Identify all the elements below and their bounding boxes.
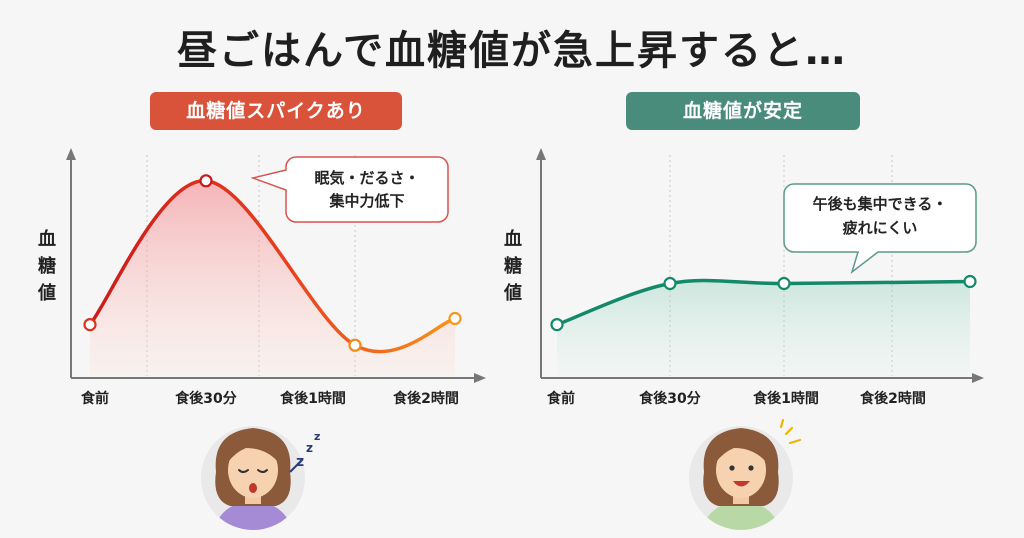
- stable-axes: [536, 148, 984, 383]
- spike-callout-line-2: 集中力低下: [328, 192, 404, 210]
- stable-series-line: [555, 278, 972, 327]
- spike-callout-line-1: 眠気・だるさ・: [314, 169, 419, 187]
- spike-chart-title: 血糖値スパイクあり: [150, 92, 402, 130]
- spike-x-tick-before-meal: 食前: [81, 391, 109, 407]
- stable-point-0: [550, 318, 564, 332]
- happy-woman-icon: [689, 426, 793, 530]
- spike-point-2: [348, 338, 362, 352]
- spike-callout: 眠気・だるさ・ 集中力低下: [250, 156, 449, 223]
- stable-point-1: [663, 276, 677, 291]
- zzz-icon: z z z: [289, 430, 320, 473]
- spike-series-line: [88, 179, 457, 354]
- stable-chart-title: 血糖値が安定: [626, 92, 860, 130]
- stable-point-2: [777, 276, 791, 291]
- spike-area-fill: [90, 180, 455, 376]
- stable-x-tick-2h: 食後2時間: [860, 391, 926, 407]
- spike-y-axis-label: 血糖値: [38, 229, 56, 304]
- spike-axes: [66, 148, 486, 383]
- spike-x-tick-30min: 食後30分: [175, 391, 237, 407]
- spike-point-3: [448, 311, 462, 326]
- stable-callout-line-1: 午後も集中できる・: [813, 195, 948, 213]
- svg-text:z: z: [306, 441, 313, 455]
- page-title: 昼ごはんで血糖値が急上昇すると…: [177, 28, 847, 74]
- spike-point-1: [199, 174, 213, 188]
- tired-woman-icon: [201, 426, 305, 530]
- stable-x-tick-30min: 食後30分: [639, 391, 701, 407]
- stable-callout: 午後も集中できる・ 疲れにくい: [783, 183, 977, 275]
- stable-point-3: [963, 274, 977, 289]
- spike-x-tick-1h: 食後1時間: [280, 391, 346, 407]
- stable-y-axis-label: 血糖値: [504, 229, 522, 304]
- stable-callout-line-2: 疲れにくい: [843, 219, 918, 237]
- sparkle-icon: [779, 418, 802, 445]
- stable-x-tick-1h: 食後1時間: [753, 391, 819, 407]
- stable-x-tick-before-meal: 食前: [547, 391, 575, 407]
- svg-text:z: z: [314, 430, 320, 443]
- stable-area-fill: [557, 280, 970, 376]
- spike-x-tick-2h: 食後2時間: [393, 391, 459, 407]
- spike-point-0: [83, 318, 97, 332]
